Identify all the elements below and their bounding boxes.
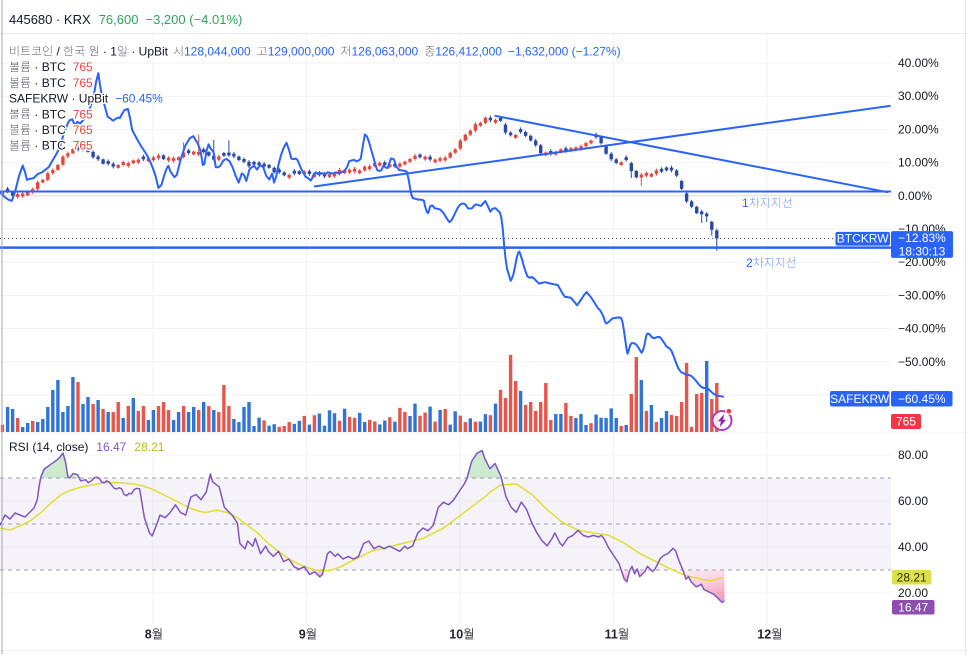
svg-text:28.21: 28.21 — [134, 440, 164, 454]
svg-text:2: 2 — [746, 256, 753, 270]
svg-text:20.00: 20.00 — [898, 586, 928, 600]
svg-text:· BTC: · BTC — [31, 76, 66, 90]
svg-text:765: 765 — [73, 123, 93, 137]
svg-text:76,600: 76,600 — [99, 12, 139, 27]
svg-text:11: 11 — [605, 628, 618, 642]
svg-text:129,000,000: 129,000,000 — [268, 45, 335, 59]
svg-text:−60.45%: −60.45% — [115, 92, 163, 106]
svg-text:765: 765 — [73, 107, 93, 121]
svg-text:10: 10 — [449, 628, 463, 642]
svg-text:· UpBit: · UpBit — [128, 45, 169, 59]
svg-text:10.00%: 10.00% — [898, 156, 939, 170]
svg-text:−12.83%: −12.83% — [898, 231, 946, 245]
svg-text:765: 765 — [73, 76, 93, 90]
svg-text:126,412,000: 126,412,000 — [435, 45, 502, 59]
svg-text:BTCKRW: BTCKRW — [837, 232, 889, 246]
svg-text:−1,632,000 (−1.27%): −1,632,000 (−1.27%) — [508, 45, 621, 59]
svg-text:−3,200 (−4.01%): −3,200 (−4.01%) — [146, 12, 243, 27]
svg-text:RSI (14, close): RSI (14, close) — [9, 440, 88, 454]
svg-text:80.00: 80.00 — [898, 448, 928, 462]
svg-text:−60.45%: −60.45% — [898, 392, 946, 406]
svg-text:0.00%: 0.00% — [898, 189, 932, 203]
svg-text:12: 12 — [757, 628, 771, 642]
svg-text:9: 9 — [299, 628, 306, 642]
svg-text:· BTC: · BTC — [31, 60, 66, 74]
svg-text:765: 765 — [73, 60, 93, 74]
svg-text:16.47: 16.47 — [96, 440, 126, 454]
svg-text:· BTC: · BTC — [31, 139, 66, 153]
svg-text:SAFEKRW: SAFEKRW — [830, 392, 890, 406]
svg-text:30.00%: 30.00% — [898, 89, 939, 103]
svg-text:40.00: 40.00 — [898, 540, 928, 554]
svg-text:20.00%: 20.00% — [898, 122, 939, 136]
svg-text:· BTC: · BTC — [31, 107, 66, 121]
svg-text:28.21: 28.21 — [897, 571, 927, 585]
svg-text:−20.00%: −20.00% — [898, 255, 946, 269]
svg-text:126,063,000: 126,063,000 — [352, 45, 419, 59]
svg-text:· BTC: · BTC — [31, 123, 66, 137]
svg-text:40.00%: 40.00% — [898, 56, 939, 70]
svg-text:1: 1 — [742, 196, 749, 210]
svg-text:765: 765 — [73, 139, 93, 153]
svg-text:−30.00%: −30.00% — [898, 288, 946, 302]
svg-text:SAFEKRW · UpBit: SAFEKRW · UpBit — [9, 92, 109, 106]
svg-text:8: 8 — [145, 628, 152, 642]
svg-text:18:30:13: 18:30:13 — [899, 244, 946, 258]
svg-text:−40.00%: −40.00% — [898, 322, 946, 336]
svg-text:· 1: · 1 — [100, 45, 118, 59]
svg-text:60.00: 60.00 — [898, 494, 928, 508]
svg-text:−50.00%: −50.00% — [898, 355, 946, 369]
svg-text:445680 · KRX: 445680 · KRX — [9, 12, 91, 27]
svg-text:128,044,000: 128,044,000 — [184, 45, 251, 59]
svg-text:765: 765 — [896, 415, 916, 429]
svg-text:/: / — [53, 45, 63, 59]
svg-text:16.47: 16.47 — [898, 601, 928, 615]
